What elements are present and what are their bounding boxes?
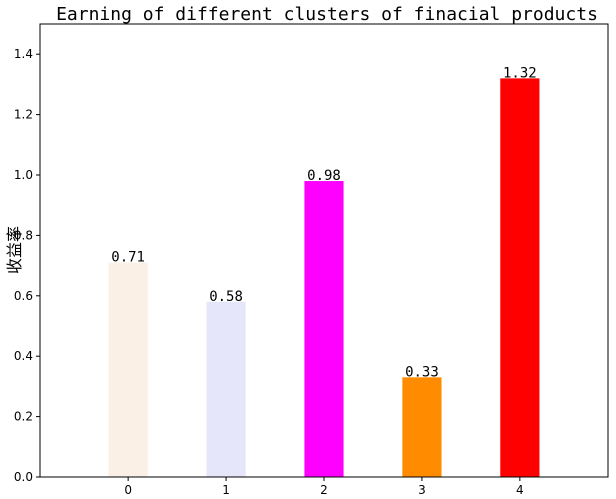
y-tick-label: 1.4 xyxy=(14,47,33,61)
bar-value-label: 0.58 xyxy=(209,289,243,305)
x-tick-label: 2 xyxy=(320,483,328,497)
y-tick-label: 1.0 xyxy=(14,168,33,182)
bar xyxy=(500,78,540,478)
x-tick-label: 4 xyxy=(516,483,524,497)
x-tick-label: 1 xyxy=(222,483,230,497)
x-tick-label: 0 xyxy=(124,483,132,497)
bar xyxy=(402,377,442,477)
y-tick-label: 0.2 xyxy=(14,410,33,424)
bar xyxy=(108,262,148,477)
bar-value-label: 0.33 xyxy=(405,364,439,380)
y-tick-label: 0.4 xyxy=(14,349,33,363)
chart-title: Earning of different clusters of finacia… xyxy=(56,4,598,25)
bar xyxy=(304,181,344,478)
plot-area: 0.0 0.2 0.4 0.6 0.8 1.0 1.2 1.4 0 0.71 1 0.58 2 0.98 3… xyxy=(14,47,540,497)
bar-value-label: 1.32 xyxy=(503,65,537,81)
y-tick-label: 1.2 xyxy=(14,108,33,122)
y-tick-label: 0.0 xyxy=(14,470,33,484)
y-tick-label: 0.8 xyxy=(14,228,33,242)
x-tick-label: 3 xyxy=(418,483,426,497)
axes-frame xyxy=(39,23,609,478)
y-tick-label: 0.6 xyxy=(14,289,33,303)
bar xyxy=(206,301,246,477)
y-axis-label: 收益率 xyxy=(5,226,24,274)
bar-value-label: 0.98 xyxy=(307,168,341,184)
bar-value-label: 0.71 xyxy=(111,250,145,266)
